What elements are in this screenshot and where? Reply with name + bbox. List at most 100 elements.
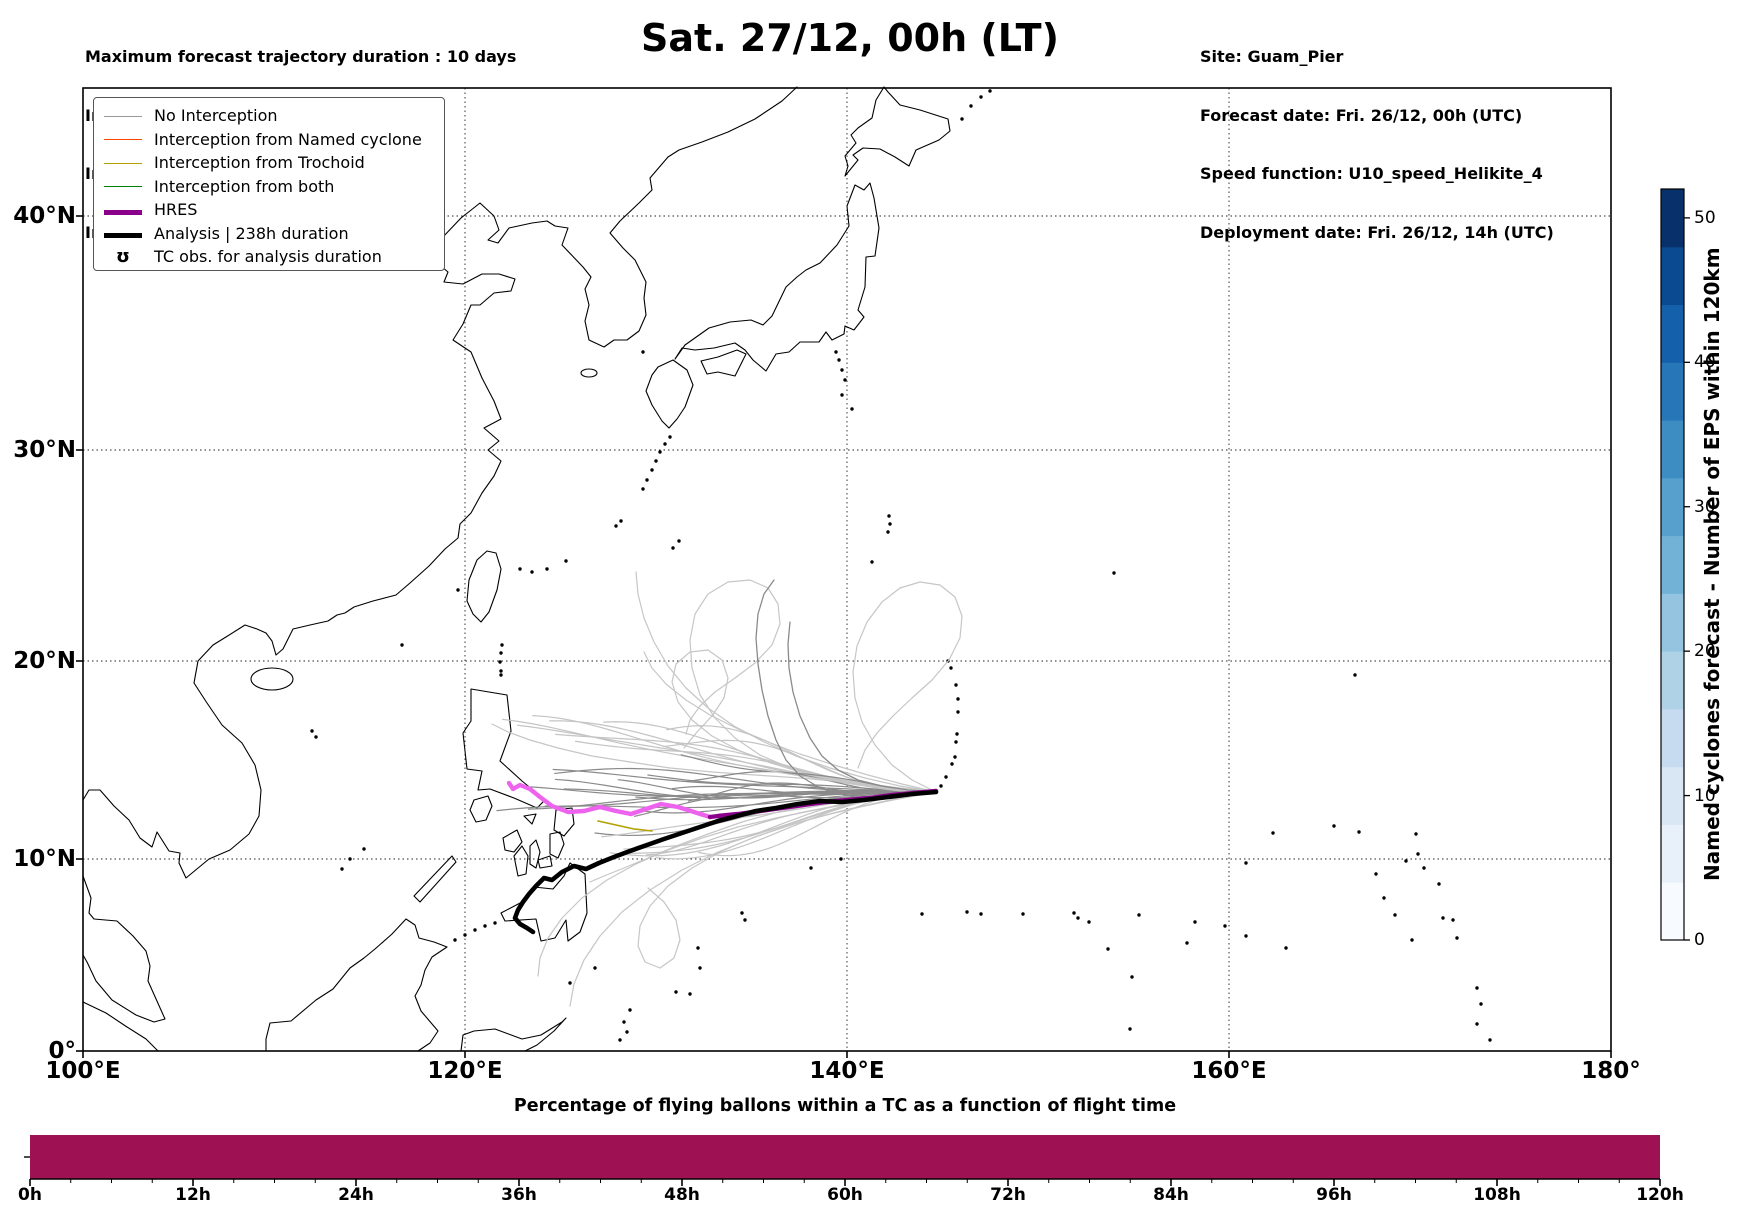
island-dot — [674, 990, 678, 994]
info-site: Site: Guam_Pier — [1200, 47, 1344, 66]
trajectory-hres-extension — [506, 780, 713, 820]
x-axis-label: 100°E — [45, 1058, 121, 1084]
island-dot — [1475, 986, 1479, 990]
bottom-x-tick-label: 108h — [1473, 1185, 1521, 1205]
island-dot — [888, 522, 892, 526]
percentage-bar — [30, 1135, 1660, 1179]
bottom-bar-chart — [24, 1135, 1661, 1186]
island-dot — [953, 755, 957, 759]
gridlines — [83, 88, 1611, 1052]
island-dot — [1112, 571, 1116, 575]
island-dot — [1106, 947, 1110, 951]
y-axis-label: 10°N — [13, 846, 76, 872]
purple-line-swatch — [104, 198, 142, 221]
colorbar-segment — [1661, 362, 1684, 421]
coastline-hainan — [250, 667, 294, 691]
info-forecast-date: Forecast date: Fri. 26/12, 00h (UTC) — [1200, 105, 1523, 125]
trajectory-ensemble-member — [496, 791, 937, 812]
colorbar-segment — [1661, 593, 1684, 652]
island-dot — [920, 912, 924, 916]
island-dot — [698, 966, 702, 970]
island-dot — [1410, 938, 1414, 942]
bottom-x-tick-label: 60h — [827, 1185, 863, 1205]
colorbar — [1660, 188, 1690, 941]
island-dot — [1353, 673, 1357, 677]
colorbar-tick-label: 50 — [1694, 207, 1716, 228]
coastline-shikoku — [700, 349, 747, 377]
island-dot — [568, 981, 572, 985]
island-dot — [500, 643, 504, 647]
bottom-x-tick-label: 96h — [1316, 1185, 1352, 1205]
island-dot — [1332, 824, 1336, 828]
x-axis-label: 120°E — [427, 1058, 503, 1084]
island-dot — [1414, 832, 1418, 836]
island-dot — [545, 567, 549, 571]
trajectory-analysis — [512, 789, 939, 935]
island-dot — [1422, 866, 1426, 870]
olive-line-swatch — [104, 151, 142, 174]
colorbar-segment — [1661, 708, 1684, 768]
island-dot — [362, 847, 366, 851]
legend-item-both: Interception from both — [104, 175, 444, 199]
info-right: Site: Guam_Pier Forecast date: Fri. 26/1… — [1200, 8, 1554, 281]
island-dot — [310, 729, 314, 733]
island-dot — [618, 1038, 622, 1042]
island-dot — [463, 933, 467, 937]
island-dot — [1455, 936, 1459, 940]
legend-item-hres: HRES — [104, 198, 444, 222]
island-dot — [743, 918, 747, 922]
trajectory-no-interception — [685, 579, 937, 793]
trajectory-no-interception — [537, 791, 937, 977]
coastline-borneo — [265, 918, 448, 1052]
legend-item-no-interception: No Interception — [104, 104, 444, 128]
island-dot — [614, 524, 618, 528]
colorbar-tick-label: 30 — [1694, 496, 1716, 517]
island-dot — [1357, 830, 1361, 834]
trajectory-ensemble-member — [532, 715, 937, 793]
bottom-x-tick-label: 120h — [1636, 1185, 1684, 1205]
island-dot — [886, 530, 890, 534]
island-dot — [979, 912, 983, 916]
coastline-jeju — [580, 368, 598, 378]
island-dot — [1441, 916, 1445, 920]
colorbar-segment — [1661, 535, 1684, 594]
island-dot — [956, 697, 960, 701]
y-axis-label: 20°N — [13, 648, 76, 674]
island-dot — [950, 762, 954, 766]
bottom-x-tick-label: 84h — [1153, 1185, 1189, 1205]
island-dot — [593, 966, 597, 970]
island-dot — [1130, 975, 1134, 979]
trajectory-no-interception — [635, 571, 937, 793]
island-dot — [1416, 852, 1420, 856]
trajectory-ensemble-member — [555, 733, 937, 793]
y-axis-label: 0° — [48, 1038, 76, 1064]
island-dots — [310, 89, 1492, 1042]
colorbar-segment — [1661, 882, 1684, 941]
island-dot — [1404, 859, 1408, 863]
trajectory-ensemble-member — [554, 767, 937, 793]
legend-item-trochoid: Interception from Trochoid — [104, 151, 444, 175]
colorbar-tick-label: 40 — [1694, 352, 1716, 373]
island-dot — [650, 468, 654, 472]
island-dot — [1374, 872, 1378, 876]
island-dot — [453, 938, 457, 942]
island-dot — [641, 350, 645, 354]
bottom-x-tick-label: 72h — [990, 1185, 1026, 1205]
black-line-swatch — [104, 222, 142, 245]
island-dot — [400, 643, 404, 647]
island-dot — [837, 358, 841, 362]
island-dot — [850, 407, 854, 411]
coastline-malay-peninsula — [82, 875, 166, 1023]
coastline-visayas — [413, 795, 575, 903]
island-dot — [645, 478, 649, 482]
legend-item-tc-obs: ʊ TC obs. for analysis duration — [104, 245, 444, 269]
gray-line-swatch — [104, 104, 142, 127]
island-dot — [1087, 920, 1091, 924]
colorbar-tick-label: 10 — [1694, 785, 1716, 806]
colorbar-tick-label: 20 — [1694, 641, 1716, 662]
island-dot — [530, 570, 534, 574]
island-dot — [843, 378, 847, 382]
info-speed-function: Speed function: U10_speed_Helikite_4 — [1200, 164, 1543, 183]
island-dot — [340, 867, 344, 871]
